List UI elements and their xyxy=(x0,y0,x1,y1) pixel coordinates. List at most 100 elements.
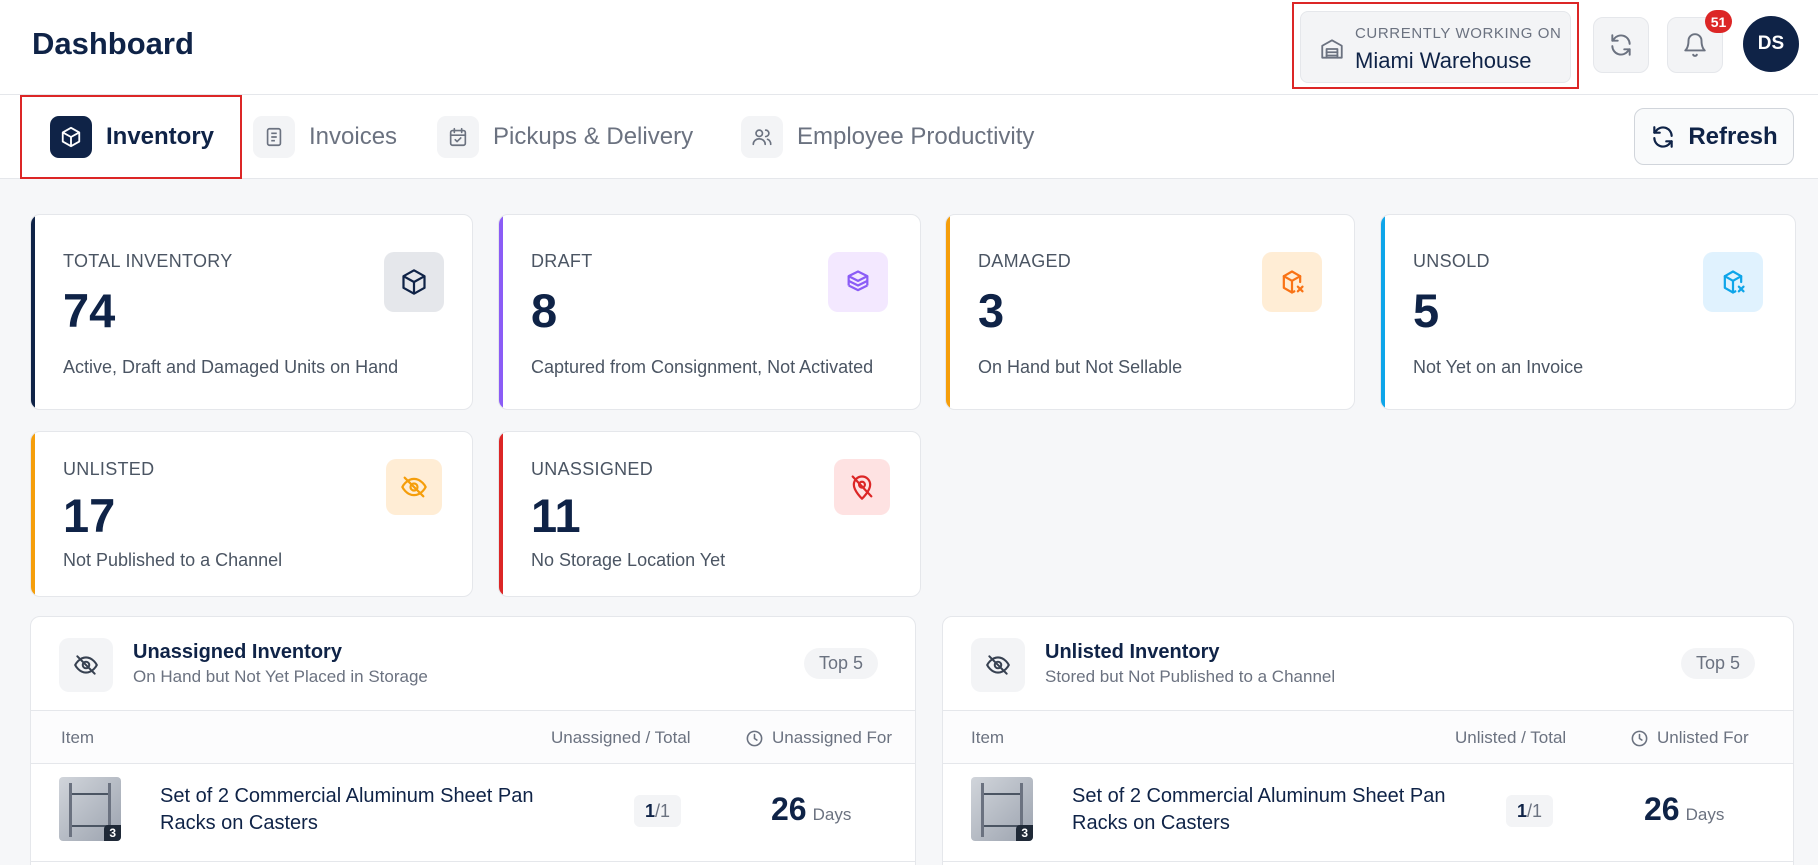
user-avatar[interactable]: DS xyxy=(1743,16,1799,72)
working-on-highlight: CURRENTLY WORKING ON Miami Warehouse xyxy=(1292,2,1579,89)
sync-button[interactable] xyxy=(1593,17,1649,73)
working-on-label: CURRENTLY WORKING ON xyxy=(1355,25,1562,42)
ratio-total: /1 xyxy=(655,800,671,821)
eye-off-icon xyxy=(386,459,442,515)
stat-card-unlisted[interactable]: UNLISTED 17 Not Published to a Channel xyxy=(30,431,473,597)
column-header-label: Unassigned For xyxy=(772,728,893,747)
stat-label: DRAFT xyxy=(531,251,593,271)
notification-count-badge: 51 xyxy=(1705,10,1732,33)
duration-value: 26 Days xyxy=(1644,791,1724,828)
working-on-value: Miami Warehouse xyxy=(1355,48,1532,73)
box-icon xyxy=(384,252,444,312)
card-accent xyxy=(31,432,35,596)
card-accent xyxy=(31,215,35,409)
stat-label: DAMAGED xyxy=(978,251,1072,271)
box-icon xyxy=(50,116,92,158)
tab-bar: Inventory Invoices Pickups & Delivery Em… xyxy=(0,95,1818,179)
top-count-badge: Top 5 xyxy=(804,648,879,679)
clock-icon xyxy=(746,730,763,746)
tab-label: Pickups & Delivery xyxy=(493,123,694,150)
tab-inventory[interactable]: Inventory xyxy=(50,95,214,179)
stat-label: UNASSIGNED xyxy=(531,459,654,479)
stat-card-draft[interactable]: DRAFT 8 Captured from Consignment, Not A… xyxy=(498,214,921,410)
stat-value: 3 xyxy=(978,284,1005,337)
box-x-icon xyxy=(1262,252,1322,312)
panel-subtitle: Stored but Not Published to a Channel xyxy=(1045,667,1336,686)
page-title: Dashboard xyxy=(32,26,194,61)
stat-card-unsold[interactable]: UNSOLD 5 Not Yet on an Invoice xyxy=(1380,214,1796,410)
card-accent xyxy=(946,215,950,409)
sheet-rack-image xyxy=(981,783,1023,837)
card-accent xyxy=(499,215,503,409)
refresh-button[interactable]: Refresh xyxy=(1634,108,1794,165)
ratio-badge: 1 /1 xyxy=(1506,795,1554,827)
photo-count-badge: 3 xyxy=(104,825,121,841)
package-icon xyxy=(828,252,888,312)
top-bar: Dashboard CURRENTLY WORKING ON Miami War… xyxy=(0,0,1818,95)
eye-off-icon xyxy=(59,638,113,692)
column-header-label: Unlisted For xyxy=(1657,728,1749,747)
stat-value: 11 xyxy=(531,489,581,542)
box-x-icon xyxy=(1703,252,1763,312)
tab-label: Inventory xyxy=(106,123,215,150)
days-number: 26 xyxy=(771,791,807,827)
stat-card-damaged[interactable]: DAMAGED 3 On Hand but Not Sellable xyxy=(945,214,1355,410)
photo-count-badge: 3 xyxy=(1016,825,1033,841)
panel-subtitle: On Hand but Not Yet Placed in Storage xyxy=(133,667,428,686)
tab-pickups-delivery[interactable]: Pickups & Delivery xyxy=(437,95,693,179)
stat-value: 17 xyxy=(63,489,116,542)
panel-title: Unassigned Inventory xyxy=(133,641,342,663)
stat-value: 74 xyxy=(63,284,116,337)
column-header-item: Item xyxy=(61,728,95,747)
unlisted-inventory-panel: Unlisted Inventory Stored but Not Publis… xyxy=(942,616,1794,865)
refresh-label: Refresh xyxy=(1688,122,1778,150)
panel-title: Unlisted Inventory xyxy=(1045,641,1220,663)
column-header-ratio: Unassigned / Total xyxy=(551,728,691,747)
notifications-button[interactable]: 51 xyxy=(1667,10,1732,73)
table-row[interactable]: 3 Set of 2 Commercial Aluminum Sheet Pan… xyxy=(31,764,915,862)
stat-card-total-inventory[interactable]: TOTAL INVENTORY 74 Active, Draft and Dam… xyxy=(30,214,473,410)
active-tab-highlight xyxy=(20,95,242,179)
stat-label: UNSOLD xyxy=(1413,251,1490,271)
ratio-count: 1 xyxy=(1517,800,1528,821)
column-header-duration: Unlisted For xyxy=(1630,728,1749,748)
column-header-item: Item xyxy=(971,728,1005,747)
stat-description: Active, Draft and Damaged Units on Hand xyxy=(63,357,399,377)
item-name: Set of 2 Commercial Aluminum Sheet Pan R… xyxy=(1072,785,1446,834)
tab-label: Employee Productivity xyxy=(797,123,1035,150)
clock-icon xyxy=(1631,730,1648,746)
tab-employee-productivity[interactable]: Employee Productivity xyxy=(741,95,1034,179)
item-name: Set of 2 Commercial Aluminum Sheet Pan R… xyxy=(160,785,534,834)
table-row[interactable]: 3 Set of 2 Commercial Aluminum Sheet Pan… xyxy=(943,764,1793,862)
unassigned-inventory-panel: Unassigned Inventory On Hand but Not Yet… xyxy=(30,616,916,865)
tab-invoices[interactable]: Invoices xyxy=(253,95,397,179)
sheet-rack-image xyxy=(69,783,111,837)
stat-value: 8 xyxy=(531,284,558,337)
ratio-total: /1 xyxy=(1527,800,1543,821)
sync-icon xyxy=(1611,34,1631,56)
days-unit: Days xyxy=(1685,805,1725,824)
stat-description: No Storage Location Yet xyxy=(531,550,726,570)
stat-value: 5 xyxy=(1413,284,1440,337)
ratio-badge: 1 /1 xyxy=(634,795,682,827)
stat-description: On Hand but Not Sellable xyxy=(978,357,1183,377)
item-thumbnail: 3 xyxy=(59,777,121,841)
table-header: Item Unassigned / Total Unassigned For xyxy=(31,710,915,764)
ratio-count: 1 xyxy=(645,800,656,821)
top-count-badge: Top 5 xyxy=(1681,648,1756,679)
card-accent xyxy=(1381,215,1385,409)
calendar-check-icon xyxy=(437,116,479,158)
stat-label: TOTAL INVENTORY xyxy=(63,251,233,271)
column-header-ratio: Unlisted / Total xyxy=(1455,728,1567,747)
warehouse-selector[interactable]: CURRENTLY WORKING ON Miami Warehouse xyxy=(1300,11,1571,83)
warehouse-icon xyxy=(1321,39,1343,59)
stat-card-unassigned[interactable]: UNASSIGNED 11 No Storage Location Yet xyxy=(498,431,921,597)
stat-label: UNLISTED xyxy=(63,459,155,479)
eye-off-icon xyxy=(971,638,1025,692)
users-icon xyxy=(741,116,783,158)
card-accent xyxy=(499,432,503,596)
location-off-icon xyxy=(834,459,890,515)
days-unit: Days xyxy=(812,805,852,824)
document-icon xyxy=(253,116,295,158)
refresh-icon xyxy=(1653,125,1674,148)
